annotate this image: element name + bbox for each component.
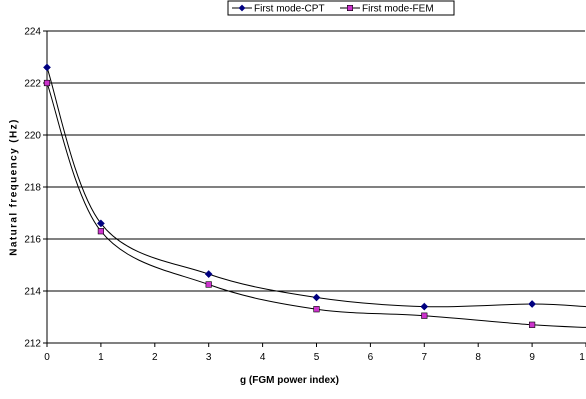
- x-tick-label-3: 3: [206, 352, 212, 363]
- point-fem-x0: [43, 79, 51, 87]
- x-tick-label-1: 1: [98, 352, 104, 363]
- x-tick-label-8: 8: [475, 352, 481, 363]
- legend-label-cpt: First mode-CPT: [254, 4, 325, 15]
- x-tick-label-9: 9: [529, 352, 535, 363]
- point-fem-x9: [528, 321, 536, 328]
- y-tick-label-224: 224: [24, 27, 41, 38]
- legend-item-fem: First mode-FEM: [340, 4, 434, 15]
- y-axis-title: Natural frequency (Hz): [9, 118, 20, 256]
- x-tick-label-2: 2: [152, 352, 158, 363]
- series-0: [43, 63, 586, 311]
- point-cpt-x7: [420, 302, 429, 311]
- y-tick-label-216: 216: [24, 235, 41, 246]
- x-tick-label-4: 4: [260, 352, 266, 363]
- point-fem-x3: [205, 281, 212, 288]
- y-tick-label-212: 212: [24, 339, 41, 350]
- series-line-0: [46, 67, 586, 308]
- legend-marker-fem-square-icon: [346, 5, 353, 12]
- point-cpt-x9: [528, 300, 537, 308]
- series-group: [43, 63, 586, 328]
- legend: First mode-CPT First mode-FEM: [227, 0, 455, 16]
- y-tick-label-218: 218: [24, 183, 41, 194]
- x-axis-title: g (FGM power index): [240, 375, 339, 386]
- y-tick-label-214: 214: [24, 287, 41, 298]
- x-axis-ticks: 0 1 2 3 4 5 6 7 8 9 1: [44, 343, 586, 363]
- x-tick-label-7: 7: [422, 352, 428, 363]
- x-tick-label-6: 6: [368, 352, 374, 363]
- gridlines: [47, 30, 585, 292]
- legend-label-fem: First mode-FEM: [362, 4, 434, 15]
- point-cpt-x5: [312, 293, 321, 302]
- series-1: [43, 79, 586, 328]
- legend-marker-cpt-diamond-icon: [238, 4, 246, 12]
- x-tick-label-0: 0: [44, 352, 50, 363]
- point-fem-x5: [313, 306, 320, 313]
- x-tick-label-5: 5: [314, 352, 320, 363]
- legend-item-cpt: First mode-CPT: [232, 4, 325, 15]
- point-fem-x1: [97, 228, 104, 235]
- y-tick-label-220: 220: [24, 131, 41, 142]
- y-axis-ticks: 212 214 216 218 220 222 224: [24, 27, 47, 350]
- x-tick-label-10: 1: [579, 352, 585, 363]
- series-line-1: [46, 82, 586, 328]
- point-cpt-x3: [204, 270, 213, 279]
- point-fem-x7: [421, 312, 428, 319]
- y-tick-label-222: 222: [24, 79, 41, 90]
- point-cpt-x0: [43, 63, 51, 72]
- point-cpt-x1: [96, 219, 105, 228]
